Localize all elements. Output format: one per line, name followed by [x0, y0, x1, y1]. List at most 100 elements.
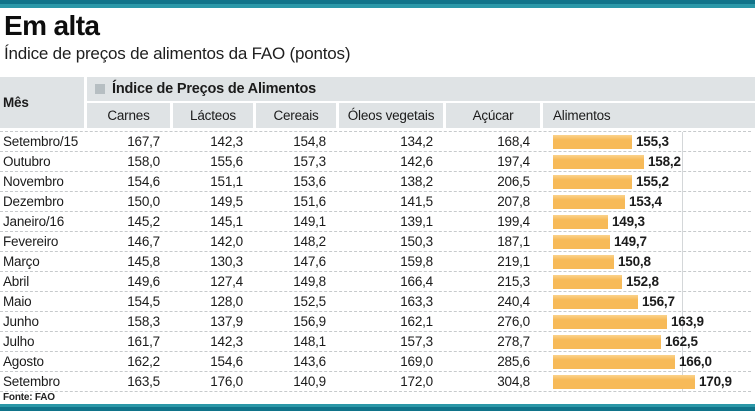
cell-cereais: 156,9	[293, 314, 326, 329]
cell-carnes: 154,6	[127, 174, 160, 189]
cell-carnes: 146,7	[127, 234, 160, 249]
cell-oleos-vegetais: 162,1	[400, 314, 433, 329]
column-header-acucar: Açúcar	[446, 103, 540, 128]
table-row: Maio 154,5 128,0 152,5 163,3 240,4 156,7	[0, 292, 751, 312]
cell-cereais: 151,6	[293, 194, 326, 209]
cell-lacteos: 151,1	[210, 174, 243, 189]
table-rows: Setembro/15 167,7 142,3 154,8 134,2 168,4 155,…	[0, 131, 751, 392]
alimentos-bar-cell: 155,2	[543, 172, 751, 191]
alimentos-bar-value: 162,5	[665, 334, 698, 349]
alimentos-bar-cell: 162,5	[543, 332, 751, 351]
row-month-label: Agosto	[3, 354, 44, 369]
cell-carnes: 158,0	[127, 154, 160, 169]
table-row: Outubro 158,0 155,6 157,3 142,6 197,4 158,2	[0, 152, 751, 172]
top-accent-bar	[0, 0, 755, 8]
alimentos-bar	[553, 294, 638, 309]
table-row: Setembro/15 167,7 142,3 154,8 134,2 168,4 155,…	[0, 132, 751, 152]
cell-acucar: 276,0	[497, 314, 530, 329]
table-row: Abril 149,6 127,4 149,8 166,4 215,3 152,8	[0, 272, 751, 292]
cell-cereais: 143,6	[293, 354, 326, 369]
cell-oleos-vegetais: 150,3	[400, 234, 433, 249]
cell-oleos-vegetais: 157,3	[400, 334, 433, 349]
alimentos-bar-cell: 158,2	[543, 152, 751, 171]
table-row: Janeiro/16 145,2 145,1 149,1 139,1 199,4 149,3	[0, 212, 751, 232]
bottom-accent-bar	[0, 404, 755, 411]
cell-cereais: 147,6	[293, 254, 326, 269]
alimentos-bar-value: 156,7	[642, 294, 675, 309]
cell-cereais: 152,5	[293, 294, 326, 309]
alimentos-bar-value: 150,8	[618, 254, 651, 269]
cell-oleos-vegetais: 141,5	[400, 194, 433, 209]
alimentos-bar-cell: 152,8	[543, 272, 751, 291]
alimentos-bar-value: 163,9	[671, 314, 704, 329]
page-subtitle: Índice de preços de alimentos da FAO (po…	[4, 44, 351, 63]
table-row: Setembro 163,5 176,0 140,9 172,0 304,8 170,9	[0, 372, 751, 392]
table-row: Março 145,8 130,3 147,6 159,8 219,1 150,8	[0, 252, 751, 272]
cell-oleos-vegetais: 159,8	[400, 254, 433, 269]
alimentos-bar-cell: 166,0	[543, 352, 751, 371]
column-header-oleos-vegetais: Óleos vegetais	[339, 103, 443, 128]
page-title: Em alta	[4, 10, 100, 41]
table-row: Agosto 162,2 154,6 143,6 169,0 285,6 166,0	[0, 352, 751, 372]
row-month-label: Abril	[3, 274, 30, 289]
table-row: Fevereiro 146,7 142,0 148,2 150,3 187,1 149,7	[0, 232, 751, 252]
alimentos-bar	[553, 334, 661, 349]
cell-carnes: 149,6	[127, 274, 160, 289]
cell-acucar: 304,8	[497, 374, 530, 389]
source-credit: Fonte: FAO	[3, 392, 55, 403]
cell-lacteos: 149,5	[210, 194, 243, 209]
cell-lacteos: 155,6	[210, 154, 243, 169]
cell-carnes: 145,2	[127, 214, 160, 229]
cell-carnes: 145,8	[127, 254, 160, 269]
fao-price-table: Mês Índice de Preços de Alimentos Carnes…	[0, 77, 755, 392]
cell-cereais: 140,9	[293, 374, 326, 389]
cell-oleos-vegetais: 134,2	[400, 134, 433, 149]
row-month-label: Junho	[3, 314, 39, 329]
alimentos-bar-value: 155,3	[636, 134, 669, 149]
cell-lacteos: 130,3	[210, 254, 243, 269]
cell-acucar: 197,4	[497, 154, 530, 169]
cell-lacteos: 176,0	[210, 374, 243, 389]
cell-acucar: 199,4	[497, 214, 530, 229]
table-row: Julho 161,7 142,3 148,1 157,3 278,7 162,5	[0, 332, 751, 352]
alimentos-bar-cell: 153,4	[543, 192, 751, 211]
cell-lacteos: 142,3	[210, 134, 243, 149]
cell-carnes: 167,7	[127, 134, 160, 149]
cell-lacteos: 128,0	[210, 294, 243, 309]
row-month-label: Janeiro/16	[3, 214, 65, 229]
cell-acucar: 285,6	[497, 354, 530, 369]
cell-acucar: 187,1	[497, 234, 530, 249]
cell-oleos-vegetais: 139,1	[400, 214, 433, 229]
row-month-label: Fevereiro	[3, 234, 59, 249]
row-month-label: Maio	[3, 294, 32, 309]
cell-acucar: 168,4	[497, 134, 530, 149]
column-header-cereais: Cereais	[256, 103, 336, 128]
alimentos-bar-value: 152,8	[626, 274, 659, 289]
alimentos-bar	[553, 354, 675, 369]
cell-lacteos: 145,1	[210, 214, 243, 229]
cell-acucar: 206,5	[497, 174, 530, 189]
legend-square-icon	[95, 84, 105, 94]
alimentos-bar	[553, 374, 695, 389]
column-header-lacteos: Lácteos	[173, 103, 253, 128]
cell-cereais: 148,2	[293, 234, 326, 249]
cell-oleos-vegetais: 172,0	[400, 374, 433, 389]
alimentos-bar-value: 166,0	[679, 354, 712, 369]
alimentos-bar-value: 149,3	[612, 214, 645, 229]
cell-lacteos: 142,3	[210, 334, 243, 349]
cell-acucar: 215,3	[497, 274, 530, 289]
group-header: Índice de Preços de Alimentos	[87, 77, 755, 101]
alimentos-bar	[553, 154, 644, 169]
row-month-label: Setembro/15	[3, 134, 79, 149]
alimentos-bar-cell: 150,8	[543, 252, 751, 271]
cell-acucar: 207,8	[497, 194, 530, 209]
cell-oleos-vegetais: 163,3	[400, 294, 433, 309]
alimentos-bar	[553, 214, 608, 229]
alimentos-bar	[553, 134, 632, 149]
cell-lacteos: 127,4	[210, 274, 243, 289]
cell-carnes: 163,5	[127, 374, 160, 389]
cell-cereais: 153,6	[293, 174, 326, 189]
row-month-label: Março	[3, 254, 40, 269]
cell-oleos-vegetais: 169,0	[400, 354, 433, 369]
